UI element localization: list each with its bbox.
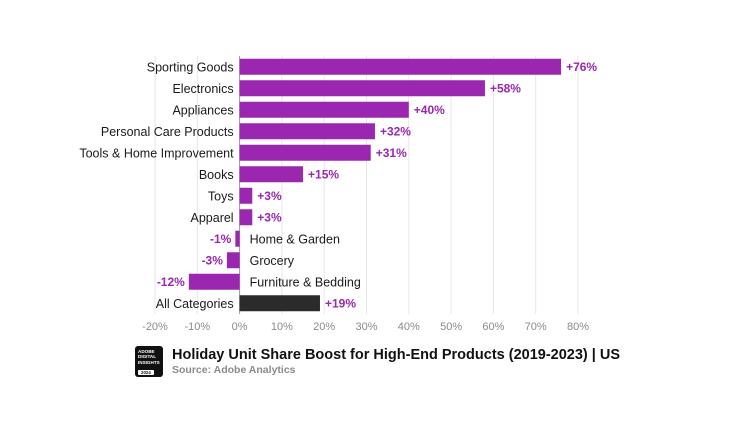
- adobe-digital-insights-logo: ADOBE DIGITAL INSIGHTS 2024: [135, 346, 163, 377]
- data-label: +15%: [308, 167, 339, 181]
- category-label: Electronics: [172, 82, 233, 96]
- category-label: Sporting Goods: [147, 60, 234, 74]
- x-tick-label: 40%: [398, 321, 420, 333]
- chart-footer: ADOBE DIGITAL INSIGHTS 2024 Holiday Unit…: [135, 346, 620, 380]
- data-label: -1%: [210, 232, 232, 246]
- x-tick-label: -20%: [142, 321, 168, 333]
- category-label: Toys: [208, 189, 234, 203]
- bar: [239, 58, 562, 75]
- data-label: +32%: [380, 124, 411, 138]
- data-label: +3%: [257, 210, 282, 224]
- data-label: +58%: [490, 81, 521, 95]
- logo-line-2: DIGITAL: [138, 354, 157, 360]
- category-label: Personal Care Products: [101, 125, 234, 139]
- x-tick-label: 50%: [440, 321, 462, 333]
- x-tick-label: 80%: [567, 321, 589, 333]
- bars: +76% Sporting Goods +58% Electronics +40% App…: [79, 58, 597, 312]
- bar-chart: +76% Sporting Goods +58% Electronics +40% App…: [79, 56, 597, 333]
- data-label: +40%: [414, 103, 445, 117]
- x-tick-label: 0%: [232, 321, 248, 333]
- bar: [188, 273, 240, 290]
- category-label: Home & Garden: [250, 232, 340, 246]
- bar: [239, 295, 320, 312]
- bar: [239, 144, 371, 161]
- data-label: -3%: [202, 253, 224, 267]
- data-label: +3%: [257, 189, 282, 203]
- bar: [239, 166, 304, 183]
- category-label: Grocery: [250, 254, 295, 268]
- x-tick-label: 20%: [313, 321, 335, 333]
- bar: [239, 101, 409, 118]
- logo-year: 2024: [138, 370, 154, 375]
- grid-lines: [154, 56, 579, 314]
- bar: [226, 252, 240, 269]
- category-label: Tools & Home Improvement: [79, 146, 234, 160]
- bar: [235, 230, 240, 247]
- data-label: -12%: [157, 275, 185, 289]
- logo-line-1: ADOBE: [138, 349, 155, 354]
- x-axis-ticks: -20% -10% 0% 10% 20% 30% 40% 50% 60% 70% 80%: [142, 321, 589, 333]
- data-label: +76%: [566, 60, 597, 74]
- x-tick-label: 30%: [355, 321, 377, 333]
- x-tick-label: 60%: [482, 321, 504, 333]
- chart-source: Source: Adobe Analytics: [172, 364, 296, 376]
- x-tick-label: 70%: [525, 321, 547, 333]
- bar: [239, 80, 485, 97]
- category-label: Books: [199, 168, 234, 182]
- bar: [239, 187, 253, 204]
- category-label: Apparel: [191, 211, 234, 225]
- chart-title: Holiday Unit Share Boost for High-End Pr…: [172, 347, 620, 363]
- category-label: All Categories: [156, 297, 234, 311]
- logo-line-3: INSIGHTS: [138, 359, 160, 365]
- bar: [239, 123, 375, 140]
- category-label: Appliances: [172, 103, 233, 117]
- data-label: +19%: [325, 296, 356, 310]
- category-label: Furniture & Bedding: [250, 275, 361, 289]
- data-label: +31%: [376, 146, 407, 160]
- x-tick-label: 10%: [271, 321, 293, 333]
- bar: [239, 209, 253, 226]
- x-tick-label: -10%: [184, 321, 210, 333]
